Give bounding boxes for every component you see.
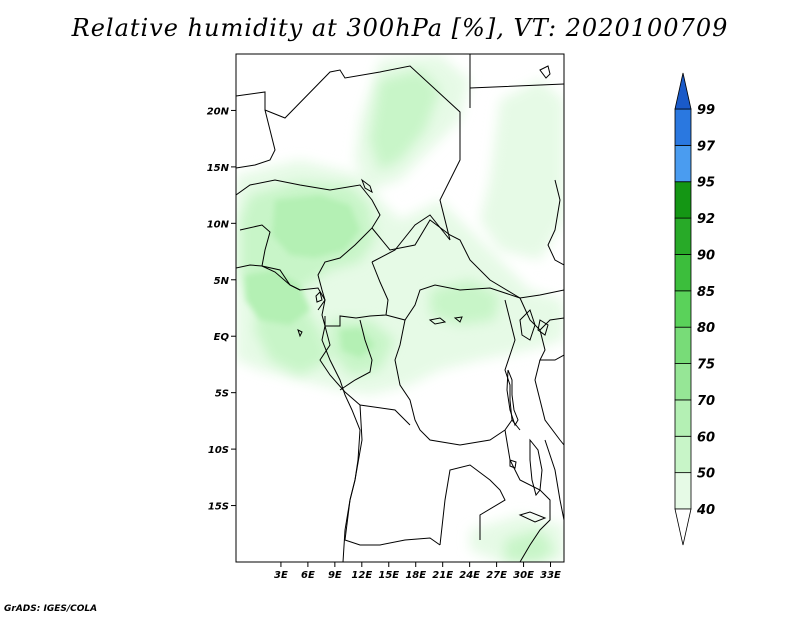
colorbar-label: 90 — [697, 248, 715, 263]
colorbar-high-arrow — [674, 72, 692, 110]
lat-tick-label: 5N — [214, 276, 230, 287]
lat-tick-label: 15N — [207, 163, 230, 174]
colorbar-segment — [674, 399, 692, 437]
lon-tick-label: 24E — [459, 570, 480, 581]
lat-tick-label: 15S — [208, 502, 229, 513]
lat-tick-label: 20N — [207, 106, 230, 117]
colorbar-label: 80 — [697, 321, 715, 336]
colorbar-segment — [674, 472, 692, 510]
lon-tick-label: 6E — [301, 570, 315, 581]
colorbar-segment — [674, 435, 692, 474]
colorbar-low-arrow — [674, 508, 692, 546]
lon-tick-label: 15E — [378, 570, 399, 581]
colorbar-label: 60 — [697, 430, 715, 445]
coastlines — [236, 65, 551, 562]
colorbar-segment — [674, 108, 692, 146]
colorbar-label: 97 — [697, 139, 716, 154]
lon-tick-label: 9E — [328, 570, 342, 581]
lat-tick-label: 5S — [215, 389, 229, 400]
latitude-axis: 20N 15N 10N 5N EQ 5S 10S 15S — [207, 106, 236, 513]
colorbar-label: 70 — [697, 394, 715, 409]
colorbar-segment — [674, 363, 692, 401]
colorbar-legend: 40 50 60 70 75 80 85 90 92 95 97 99 — [674, 72, 716, 546]
colorbar-segment — [674, 326, 692, 364]
colorbar-label: 95 — [697, 176, 715, 191]
map-title: Relative humidity at 300hPa [%], VT: 202… — [71, 14, 729, 42]
country-boundaries — [236, 54, 564, 562]
colorbar-label: 75 — [697, 358, 715, 373]
colorbar-segment — [674, 217, 692, 255]
lon-tick-label: 33E — [540, 570, 561, 581]
colorbar-label: 50 — [697, 467, 715, 482]
lat-tick-label: 10S — [208, 445, 229, 456]
grads-credit: GrADS: IGES/COLA — [4, 604, 98, 614]
lon-tick-label: 30E — [513, 570, 534, 581]
map-frame — [235, 53, 565, 563]
lon-tick-label: 27E — [486, 570, 507, 581]
colorbar-label: 40 — [696, 503, 715, 518]
colorbar-segment — [674, 254, 692, 292]
colorbar-segment — [674, 144, 692, 183]
lon-tick-label: 3E — [274, 570, 288, 581]
lon-tick-label: 21E — [432, 570, 453, 581]
longitude-axis: 3E 6E 9E 12E 15E 18E 21E 24E 27E 30E 33E — [274, 562, 561, 581]
colorbar-label: 92 — [697, 212, 715, 227]
lat-tick-label: EQ — [214, 332, 230, 343]
colorbar-label: 85 — [697, 285, 715, 300]
colorbar-segment — [674, 181, 692, 219]
lon-tick-label: 18E — [405, 570, 426, 581]
colorbar-label: 99 — [697, 103, 715, 118]
lon-tick-label: 12E — [351, 570, 372, 581]
lat-tick-label: 10N — [207, 219, 230, 230]
colorbar-segment — [674, 290, 692, 328]
humidity-field — [236, 55, 564, 562]
